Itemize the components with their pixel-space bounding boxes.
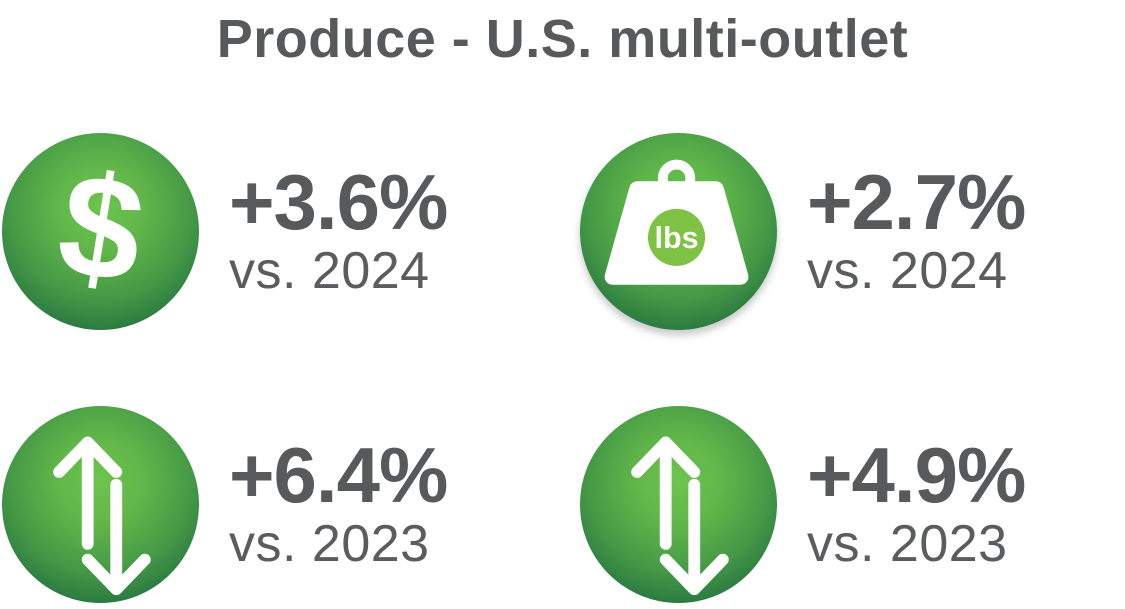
stat-tile-dollar-vs-2024: $ +3.6% vs. 2024	[2, 133, 448, 330]
stat-comparison: vs. 2024	[229, 241, 430, 300]
stat-text-block: +4.9% vs. 2023	[807, 430, 1026, 573]
up-down-arrows-icon-graphic	[53, 436, 151, 596]
dollar-sign-icon: $	[2, 133, 199, 330]
stat-value: +2.7%	[807, 157, 1026, 246]
weight-lbs-icon-graphic: lbs	[604, 159, 749, 285]
stat-value: +3.6%	[229, 157, 448, 246]
up-down-arrows-icon	[2, 406, 199, 603]
stat-text-block: +2.7% vs. 2024	[807, 157, 1026, 300]
dollar-glyph: $	[48, 140, 155, 314]
stat-value: +6.4%	[229, 430, 448, 519]
up-down-arrows-icon	[580, 406, 777, 603]
up-down-arrows-icon-graphic	[631, 436, 729, 596]
stat-comparison: vs. 2024	[807, 241, 1008, 300]
stat-text-block: +6.4% vs. 2023	[229, 430, 448, 573]
stat-comparison: vs. 2023	[229, 514, 430, 573]
weight-lbs-icon: lbs	[580, 133, 777, 330]
stat-tile-pounds-vs-2023: +4.9% vs. 2023	[580, 406, 1026, 603]
stat-tile-dollar-vs-2023: +6.4% vs. 2023	[2, 406, 448, 603]
stat-comparison: vs. 2023	[807, 514, 1008, 573]
page-title: Produce - U.S. multi-outlet	[216, 9, 909, 69]
stat-tile-pounds-vs-2024: lbs +2.7% vs. 2024	[580, 133, 1026, 330]
stat-text-block: +3.6% vs. 2024	[229, 157, 448, 300]
lbs-label: lbs	[654, 221, 698, 255]
stat-value: +4.9%	[807, 430, 1026, 519]
